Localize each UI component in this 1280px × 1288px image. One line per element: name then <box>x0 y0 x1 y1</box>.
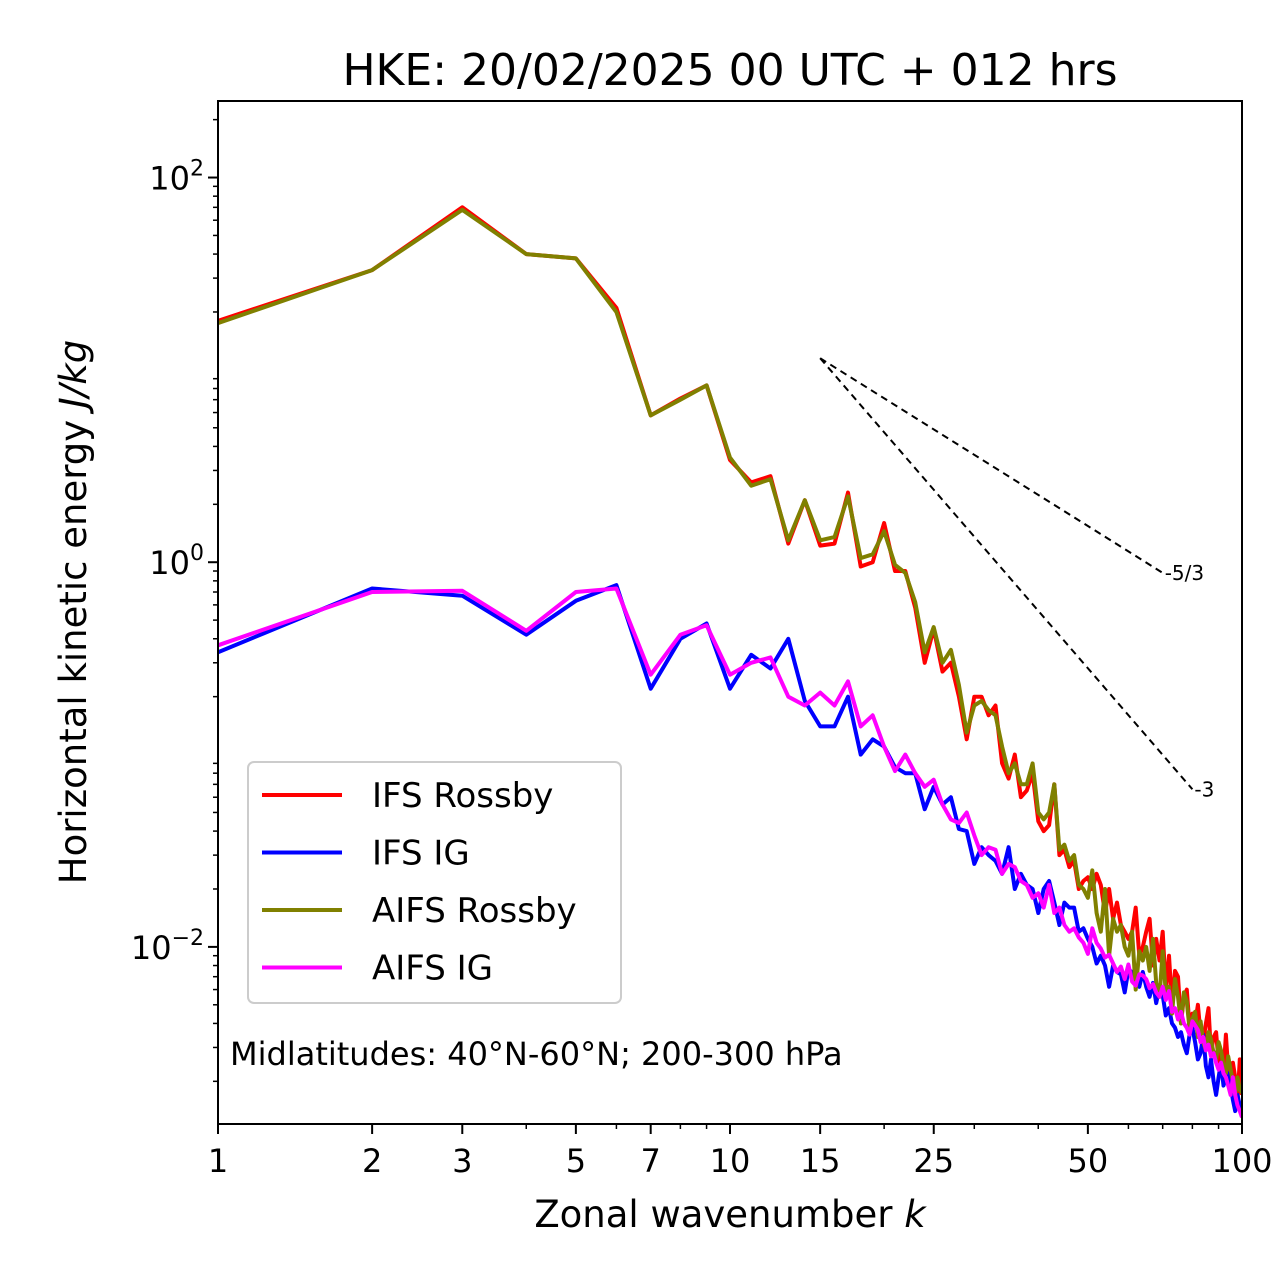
x-tick-label: 10 <box>710 1142 751 1180</box>
x-axis-variable: k <box>904 1193 927 1236</box>
x-axis: 1 2 3 5 7 10 15 25 50 100 <box>208 1124 1273 1180</box>
x-tick-label: 25 <box>913 1142 954 1180</box>
x-tick-label: 15 <box>800 1142 841 1180</box>
legend: IFS Rossby IFS IG AIFS Rossby AIFS IG <box>247 761 622 1004</box>
legend-box <box>247 761 622 1004</box>
series-line-aifs-rossby <box>218 207 1242 1097</box>
x-tick-label: 50 <box>1068 1142 1109 1180</box>
y-axis-label: Horizontal kinetic energy <box>52 420 95 884</box>
y-tick-label: 102 <box>149 157 204 198</box>
y-axis-unit: J/kg <box>52 340 95 415</box>
legend-label-ifs-rossby: IFS Rossby <box>372 776 553 816</box>
legend-label-aifs-ig: AIFS IG <box>372 949 493 989</box>
legend-label-aifs-rossby: AIFS Rossby <box>372 891 577 931</box>
reference-slope-lines: -5/3 -3 <box>819 357 1214 801</box>
x-tick-label: 7 <box>641 1142 661 1180</box>
reference-slope-line <box>819 357 1194 790</box>
x-tick-label: 5 <box>566 1142 586 1180</box>
y-axis-title: Horizontal kinetic energy J/kg <box>52 340 95 884</box>
region-annotation: Midlatitudes: 40°N-60°N; 200-300 hPa <box>230 1035 843 1073</box>
reference-slope-label: -3 <box>1194 777 1214 801</box>
y-tick-label: 100 <box>149 541 204 582</box>
x-tick-label: 1 <box>208 1142 228 1180</box>
x-tick-label: 3 <box>452 1142 472 1180</box>
x-tick-label: 100 <box>1211 1142 1272 1180</box>
y-tick-label: 10−2 <box>131 926 204 967</box>
series-line-aifs-ig <box>218 586 1242 1118</box>
chart-title: HKE: 20/02/2025 00 UTC + 012 hrs <box>342 45 1117 96</box>
reference-slope-line <box>819 357 1164 574</box>
x-axis-title: Zonal wavenumber k <box>534 1193 927 1236</box>
legend-label-ifs-ig: IFS IG <box>372 834 470 874</box>
series-layer <box>218 205 1242 1118</box>
y-axis: 10−2 100 102 <box>131 118 218 1083</box>
x-axis-label: Zonal wavenumber <box>534 1193 893 1236</box>
x-tick-label: 2 <box>362 1142 382 1180</box>
reference-slope-label: -5/3 <box>1165 561 1204 585</box>
